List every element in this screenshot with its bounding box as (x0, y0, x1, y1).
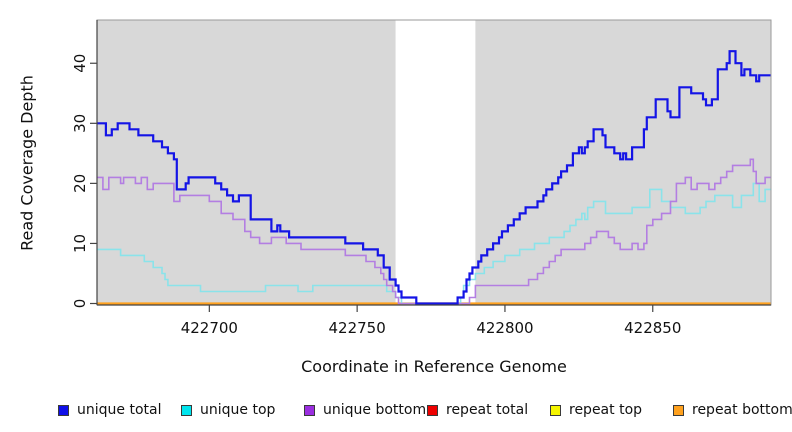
x-tick-label: 422800 (476, 319, 533, 337)
legend: unique total unique top unique bottom repea… (0, 399, 792, 425)
legend-swatch-repeat-bottom (673, 404, 684, 416)
y-axis-title: Read Coverage Depth (17, 75, 37, 251)
y-tick-label: 10 (71, 234, 89, 253)
x-tick-label: 422700 (181, 319, 238, 337)
legend-item-unique-bottom: unique bottom (304, 399, 426, 421)
series-line-unique-bottom (97, 158, 771, 305)
legend-label: repeat bottom (692, 402, 792, 418)
legend-label: unique total (77, 402, 162, 418)
legend-item-unique-top: unique top (181, 399, 275, 421)
highlight-band (395, 20, 476, 305)
legend-swatch-unique-top (181, 404, 192, 416)
legend-swatch-repeat-total (427, 404, 438, 416)
legend-swatch-repeat-top (550, 404, 561, 416)
legend-label: repeat top (569, 402, 643, 418)
legend-item-unique-total: unique total (58, 399, 161, 421)
legend-label: repeat total (446, 402, 529, 418)
y-tick-label: 20 (71, 174, 89, 193)
x-tick-label: 422850 (624, 319, 681, 337)
legend-label: unique bottom (323, 402, 427, 418)
legend-item-repeat-bottom: repeat bottom (673, 399, 792, 421)
legend-label: unique top (200, 402, 276, 418)
legend-item-repeat-top: repeat top (550, 399, 642, 421)
y-tick-label: 40 (71, 54, 89, 73)
y-tick-label: 0 (71, 299, 89, 309)
legend-item-repeat-total: repeat total (427, 399, 528, 421)
x-axis-title: Coordinate in Reference Genome (301, 357, 567, 376)
legend-swatch-unique-total (58, 404, 69, 416)
x-tick-label: 422750 (329, 319, 386, 337)
y-tick-label: 30 (71, 114, 89, 133)
legend-swatch-unique-bottom (304, 404, 315, 416)
series-line-unique-top (97, 182, 771, 305)
series-line-unique-total (97, 50, 771, 305)
